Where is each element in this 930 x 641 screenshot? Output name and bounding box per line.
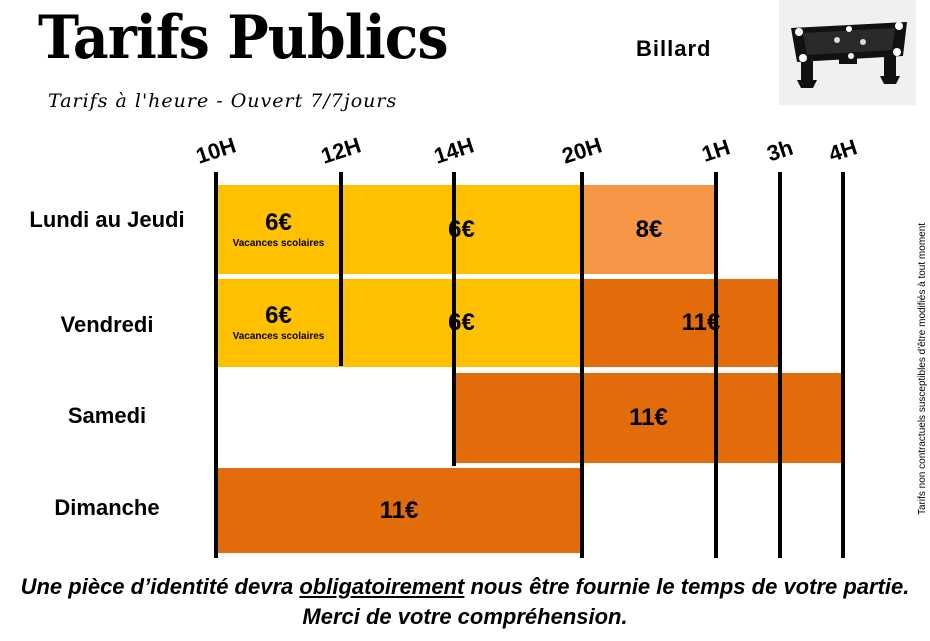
game-name: Billard (636, 36, 712, 61)
price-bar: 8€ (582, 185, 716, 274)
page-subtitle: Tarifs à l'heure - Ouvert 7/7jours (48, 90, 398, 112)
price-note: Vacances scolaires (232, 331, 325, 342)
hour-label-1h: 1H (698, 134, 734, 167)
price-value: 8€ (635, 215, 663, 243)
hour-line-20h (580, 172, 584, 558)
price-value: 11€ (379, 496, 419, 524)
footer-notice: Une pièce d’identité devra obligatoireme… (0, 572, 930, 632)
hour-line-14h (452, 172, 456, 466)
billiard-table-icon (779, 0, 916, 105)
hour-line-12h (339, 172, 343, 366)
price-bar: 6€ Vacances scolaires (216, 185, 341, 274)
hour-line-4h (841, 172, 845, 558)
hour-label-14h: 14H (430, 132, 477, 169)
price-bar: 6€ (341, 279, 582, 367)
price-bar: 6€ Vacances scolaires (216, 279, 341, 367)
footer-emphasis: obligatoirement (299, 574, 465, 599)
page-title: Tarifs Publics (38, 3, 449, 73)
row-label-dimanche: Dimanche (54, 495, 160, 520)
price-bar: 11€ (216, 468, 582, 553)
price-bar: 6€ (341, 185, 582, 274)
price-value: 6€ (265, 302, 292, 329)
price-bar: 11€ (582, 279, 780, 367)
price-value: 11€ (629, 404, 668, 431)
price-note: Vacances scolaires (232, 237, 325, 249)
row-label-samedi: Samedi (67, 403, 147, 428)
footer-text-start: Une pièce d’identité devra (20, 574, 300, 599)
hour-line-3h (778, 172, 782, 558)
footer-text-end: nous être fournie le temps de votre part… (302, 574, 910, 629)
hour-label-10h: 10H (192, 132, 239, 169)
hour-label-20h: 20H (558, 132, 605, 169)
hour-label-4h: 4H (825, 134, 861, 167)
hour-line-1h (714, 172, 718, 558)
side-disclaimer: Tarifs non contractuels susceptibles d'ê… (917, 222, 928, 515)
price-value: 6€ (265, 208, 292, 236)
price-bar: 11€ (454, 373, 843, 463)
row-label-vendredi: Vendredi (60, 312, 154, 337)
price-value: 11€ (681, 309, 721, 336)
hour-line-10h (214, 172, 218, 558)
hour-label-12h: 12H (317, 132, 364, 169)
row-label-lundi-jeudi: Lundi au Jeudi (29, 207, 185, 232)
